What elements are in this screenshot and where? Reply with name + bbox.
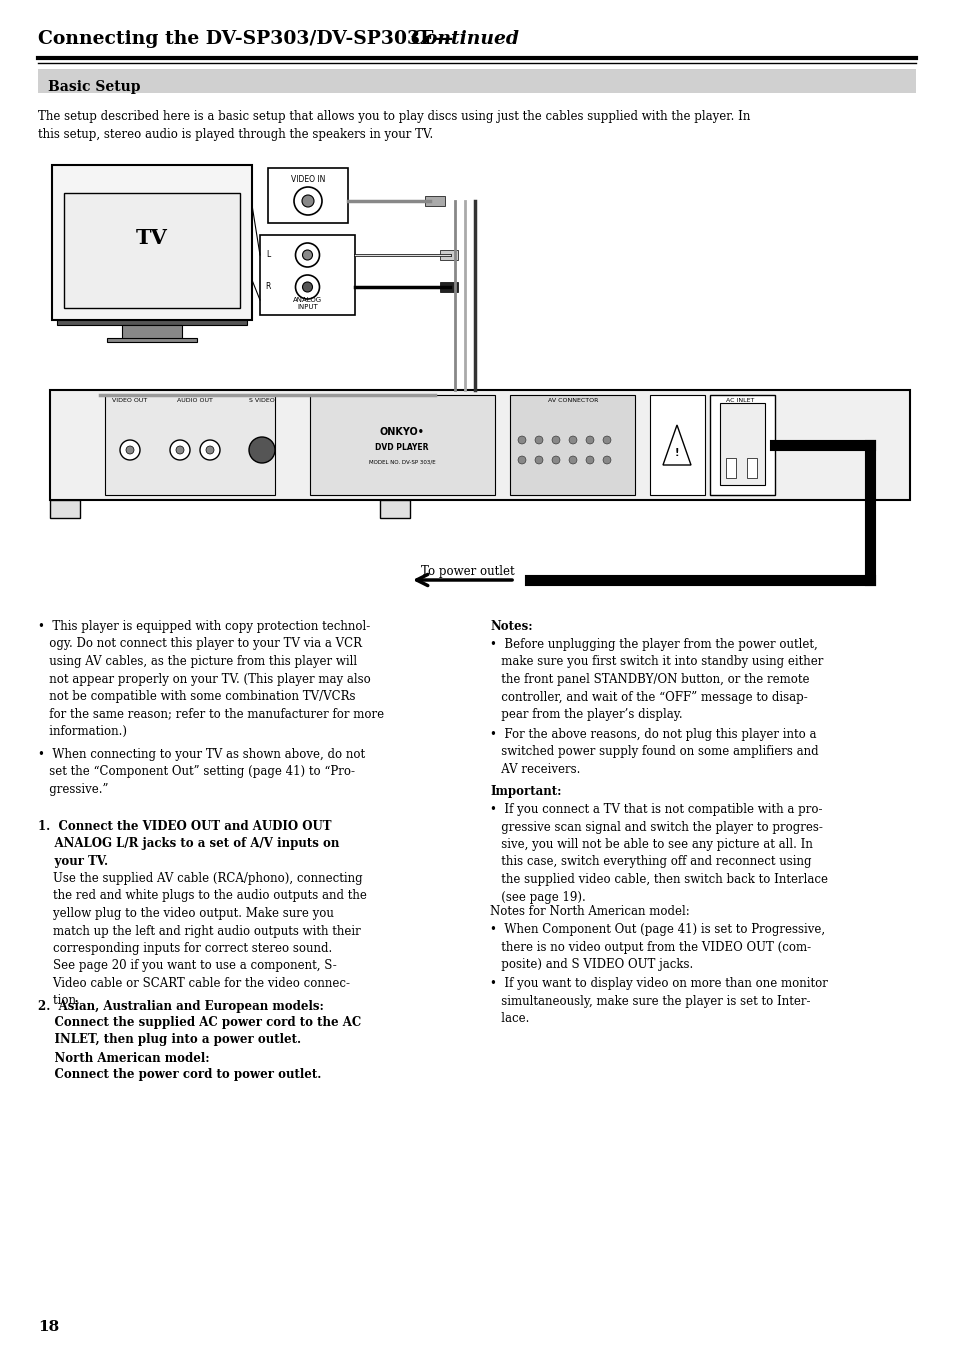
Text: !: ! [674, 448, 679, 458]
Bar [510, 395, 635, 495]
Text: TV: TV [136, 228, 168, 248]
Circle shape [517, 456, 525, 464]
Bar [424, 195, 444, 206]
Circle shape [585, 435, 594, 443]
Text: Connect the supplied AC power cord to the AC
    INLET, then plug into a power o: Connect the supplied AC power cord to th… [38, 1016, 361, 1046]
Bar [439, 249, 457, 260]
Text: 1.  Connect the VIDEO OUT and AUDIO OUT
    ANALOG L/R jacks to a set of A/V inp: 1. Connect the VIDEO OUT and AUDIO OUT A… [38, 820, 339, 868]
Bar [52, 164, 252, 319]
Text: •  When connecting to your TV as shown above, do not
   set the “Component Out” : • When connecting to your TV as shown ab… [38, 748, 365, 797]
Bar [310, 395, 495, 495]
Text: 2.  Asian, Australian and European models:: 2. Asian, Australian and European models… [38, 1000, 323, 1012]
Text: •  Before unplugging the player from the power outlet,
   make sure you first sw: • Before unplugging the player from the … [490, 638, 822, 721]
Bar [720, 403, 764, 485]
Text: Continued: Continued [411, 30, 519, 49]
Circle shape [535, 435, 542, 443]
Text: Important:: Important: [490, 785, 561, 798]
Bar [268, 168, 348, 222]
Text: MODEL NO. DV-SP 303/E: MODEL NO. DV-SP 303/E [368, 460, 435, 465]
Circle shape [170, 439, 190, 460]
Bar [50, 390, 909, 500]
Text: ONKYO•: ONKYO• [379, 427, 424, 437]
Text: Notes for North American model:: Notes for North American model: [490, 905, 689, 918]
Circle shape [295, 243, 319, 267]
Text: •  For the above reasons, do not plug this player into a
   switched power suppl: • For the above reasons, do not plug thi… [490, 728, 818, 776]
Circle shape [535, 456, 542, 464]
Bar [107, 338, 196, 342]
Text: DVD PLAYER: DVD PLAYER [375, 443, 428, 453]
Polygon shape [662, 425, 690, 465]
Circle shape [120, 439, 140, 460]
Text: Connect the power cord to power outlet.: Connect the power cord to power outlet. [38, 1068, 321, 1081]
Bar [709, 395, 774, 495]
Text: AUDIO OUT: AUDIO OUT [177, 398, 213, 403]
Circle shape [568, 456, 577, 464]
Circle shape [517, 435, 525, 443]
Text: Basic Setup: Basic Setup [48, 80, 140, 94]
Circle shape [602, 435, 610, 443]
Text: To power outlet: To power outlet [421, 565, 515, 578]
Circle shape [302, 195, 314, 208]
Bar [122, 325, 182, 340]
Circle shape [552, 456, 559, 464]
Text: •  When Component Out (page 41) is set to Progressive,
   there is no video outp: • When Component Out (page 41) is set to… [490, 923, 824, 971]
Circle shape [602, 456, 610, 464]
Circle shape [206, 446, 213, 454]
Circle shape [585, 456, 594, 464]
Circle shape [200, 439, 220, 460]
Circle shape [175, 446, 184, 454]
Text: R: R [265, 282, 271, 291]
Circle shape [568, 435, 577, 443]
Text: VIDEO OUT: VIDEO OUT [112, 398, 148, 403]
Text: L: L [266, 249, 270, 259]
Text: North American model:: North American model: [38, 1051, 210, 1065]
Bar [746, 458, 757, 479]
Bar [38, 69, 915, 93]
Text: •  This player is equipped with copy protection technol-
   ogy. Do not connect : • This player is equipped with copy prot… [38, 620, 384, 737]
Bar [649, 395, 704, 495]
Text: S VIDEO: S VIDEO [249, 398, 274, 403]
Text: AV CONNECTOR: AV CONNECTOR [547, 398, 598, 403]
Text: AC INLET: AC INLET [725, 398, 754, 403]
Bar [439, 282, 457, 293]
Bar [57, 319, 247, 325]
Text: Connecting the DV-SP303/DV-SP303E—: Connecting the DV-SP303/DV-SP303E— [38, 30, 453, 49]
Circle shape [302, 282, 313, 293]
Circle shape [552, 435, 559, 443]
Text: •  If you want to display video on more than one monitor
   simultaneously, make: • If you want to display video on more t… [490, 977, 827, 1024]
Circle shape [302, 249, 313, 260]
Bar [725, 458, 735, 479]
Bar [50, 500, 80, 518]
Bar [260, 235, 355, 315]
Circle shape [294, 187, 322, 214]
Bar [105, 395, 274, 495]
Text: VIDEO IN: VIDEO IN [291, 175, 325, 183]
Text: ANALOG
INPUT: ANALOG INPUT [293, 297, 322, 310]
Text: Use the supplied AV cable (RCA/phono), connecting
    the red and white plugs to: Use the supplied AV cable (RCA/phono), c… [38, 872, 367, 1007]
Text: The setup described here is a basic setup that allows you to play discs using ju: The setup described here is a basic setu… [38, 111, 750, 142]
Circle shape [126, 446, 133, 454]
Text: •  If you connect a TV that is not compatible with a pro-
   gressive scan signa: • If you connect a TV that is not compat… [490, 803, 827, 903]
Bar [379, 500, 410, 518]
Circle shape [249, 437, 274, 462]
Text: Notes:: Notes: [490, 620, 532, 634]
Bar [64, 193, 240, 307]
Text: 18: 18 [38, 1320, 59, 1335]
Circle shape [295, 275, 319, 299]
